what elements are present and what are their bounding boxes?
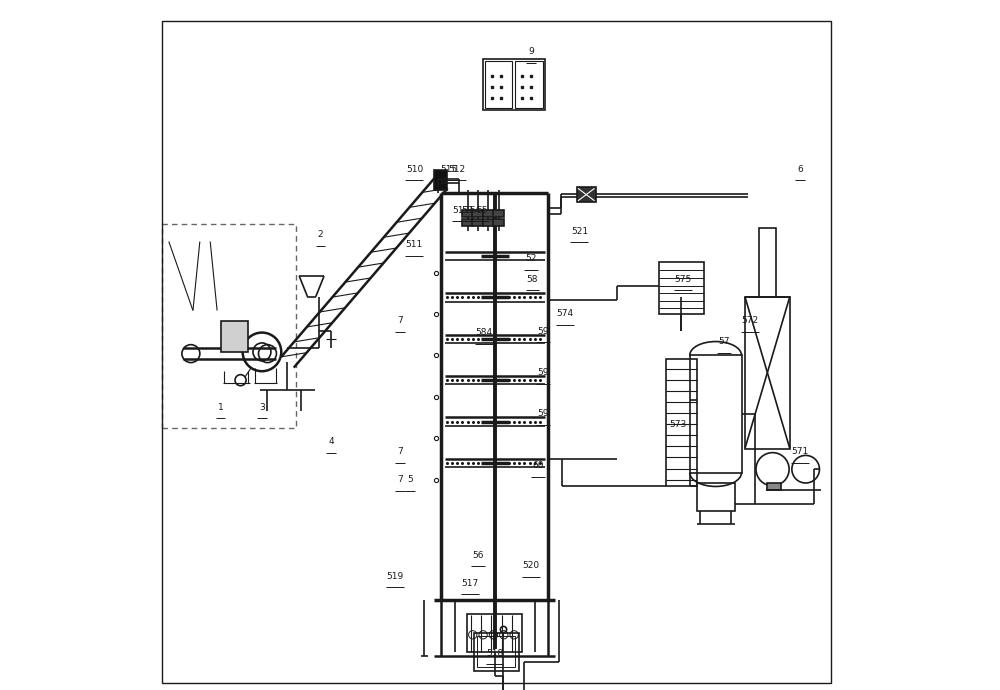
Bar	[483, 210, 494, 217]
Bar	[483, 59, 545, 110]
Bar	[221, 321, 248, 352]
Text: 1: 1	[218, 402, 223, 412]
Text: 4: 4	[328, 437, 334, 446]
Text: 55: 55	[476, 206, 488, 215]
Text: 573: 573	[669, 420, 687, 429]
Text: 58: 58	[527, 275, 538, 284]
Text: 520: 520	[522, 561, 540, 571]
Bar	[577, 187, 596, 202]
Bar	[472, 210, 483, 217]
Bar	[759, 228, 776, 297]
Text: 52: 52	[525, 254, 537, 264]
Text: 7: 7	[397, 447, 403, 457]
Bar	[472, 219, 483, 226]
Text: 54: 54	[469, 206, 480, 215]
Text: 515: 515	[440, 164, 458, 174]
Text: 513: 513	[453, 206, 470, 215]
Bar	[690, 355, 742, 473]
Text: 57: 57	[718, 337, 730, 346]
Bar	[474, 633, 519, 671]
Text: 59: 59	[537, 368, 549, 377]
Text: 511: 511	[405, 240, 422, 250]
Bar	[515, 61, 543, 108]
Text: 518: 518	[486, 649, 503, 658]
Bar	[462, 210, 473, 217]
Bar	[659, 262, 704, 314]
Text: 2: 2	[318, 230, 323, 239]
Bar	[745, 297, 790, 448]
Bar	[485, 61, 512, 108]
Bar	[767, 483, 781, 490]
Text: 575: 575	[674, 275, 691, 284]
Text: 5: 5	[407, 475, 413, 484]
Text: 53: 53	[461, 206, 473, 215]
Text: 574: 574	[556, 309, 573, 319]
Text: 572: 572	[741, 316, 758, 326]
Text: 9: 9	[528, 47, 534, 57]
Bar	[493, 219, 504, 226]
Bar	[434, 170, 447, 190]
Text: 60: 60	[532, 461, 544, 471]
Bar	[467, 614, 522, 652]
Text: 521: 521	[571, 226, 588, 236]
Text: 571: 571	[792, 447, 809, 457]
Bar	[697, 483, 735, 511]
Bar	[462, 219, 473, 226]
Text: 512: 512	[449, 164, 466, 174]
Text: 584: 584	[476, 328, 493, 337]
Text: 517: 517	[461, 578, 478, 588]
Bar	[493, 210, 504, 217]
Text: 6: 6	[797, 164, 803, 174]
Bar	[666, 359, 697, 486]
Text: 7: 7	[397, 475, 403, 484]
Text: 510: 510	[406, 164, 423, 174]
Bar	[477, 636, 515, 667]
Text: 7: 7	[397, 316, 403, 326]
Bar	[483, 219, 494, 226]
Text: 59: 59	[537, 409, 549, 419]
Text: 59: 59	[537, 326, 549, 336]
Text: 519: 519	[386, 571, 404, 581]
Bar	[162, 224, 296, 428]
Text: 56: 56	[472, 551, 484, 560]
Text: 3: 3	[259, 402, 265, 412]
